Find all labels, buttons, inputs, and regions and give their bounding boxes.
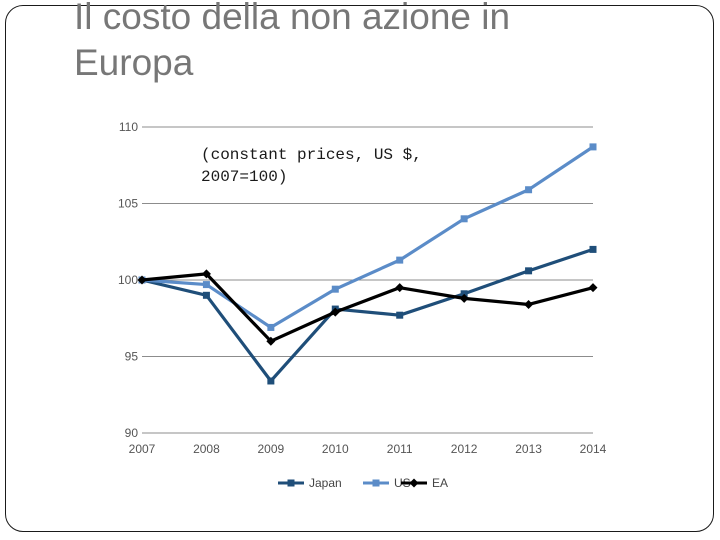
chart-axes: 90 95 100 105 110 2007 2008 2009 2010 2011 2012 201… xyxy=(118,120,607,456)
x-tick-label: 2011 xyxy=(387,442,413,456)
chart-note-line: (constant prices, US $, xyxy=(201,146,422,164)
x-tick-label: 2012 xyxy=(451,442,478,456)
data-point-japan xyxy=(589,245,597,253)
x-tick-label: 2008 xyxy=(193,442,220,456)
y-tick-label: 95 xyxy=(125,350,139,364)
data-point-us xyxy=(396,256,404,264)
x-tick-label: 2009 xyxy=(258,442,285,456)
series-line-ea xyxy=(141,272,594,343)
x-tick-label: 2010 xyxy=(322,442,349,456)
y-tick-label: 100 xyxy=(118,273,138,287)
data-point-ea xyxy=(459,293,469,303)
data-point-ea xyxy=(588,283,598,293)
data-point-us xyxy=(589,143,597,151)
chart-annotation: (constant prices, US $, 2007=100) xyxy=(201,146,422,186)
data-point-japan xyxy=(525,267,533,275)
x-tick-label: 2007 xyxy=(129,442,156,456)
data-point-ea xyxy=(137,275,147,285)
data-point-ea xyxy=(330,307,340,317)
chart-gridlines xyxy=(142,126,593,434)
legend-label-japan: Japan xyxy=(309,476,342,490)
data-point-ea xyxy=(524,299,534,309)
x-tick-label: 2014 xyxy=(580,442,607,456)
legend-marker-ea xyxy=(409,478,419,488)
chart-note-line: 2007=100) xyxy=(201,168,287,186)
data-point-us xyxy=(331,285,339,293)
slide-frame xyxy=(5,5,714,532)
data-point-us xyxy=(202,281,210,289)
data-point-us xyxy=(525,186,533,194)
legend-label-ea: EA xyxy=(432,476,448,490)
chart-series xyxy=(137,143,598,385)
data-point-japan xyxy=(267,377,275,385)
data-point-japan xyxy=(202,291,210,299)
series-line-us xyxy=(141,145,594,330)
legend-marker-japan xyxy=(287,479,295,487)
data-point-ea xyxy=(395,283,405,293)
chart-legend: Japan US EA xyxy=(278,476,448,490)
legend-marker-us xyxy=(372,479,380,487)
data-point-us xyxy=(460,215,468,223)
data-point-japan xyxy=(396,311,404,319)
x-tick-label: 2013 xyxy=(515,442,542,456)
data-point-japan xyxy=(460,290,468,298)
y-tick-label: 90 xyxy=(125,426,139,440)
data-point-us xyxy=(267,323,275,331)
series-line-japan xyxy=(141,247,594,383)
data-point-ea xyxy=(266,336,276,346)
slide-title: Il costo della non azione in Europa xyxy=(74,0,511,84)
y-tick-label: 110 xyxy=(119,120,138,134)
y-tick-label: 105 xyxy=(118,197,138,211)
data-point-ea xyxy=(201,269,211,279)
